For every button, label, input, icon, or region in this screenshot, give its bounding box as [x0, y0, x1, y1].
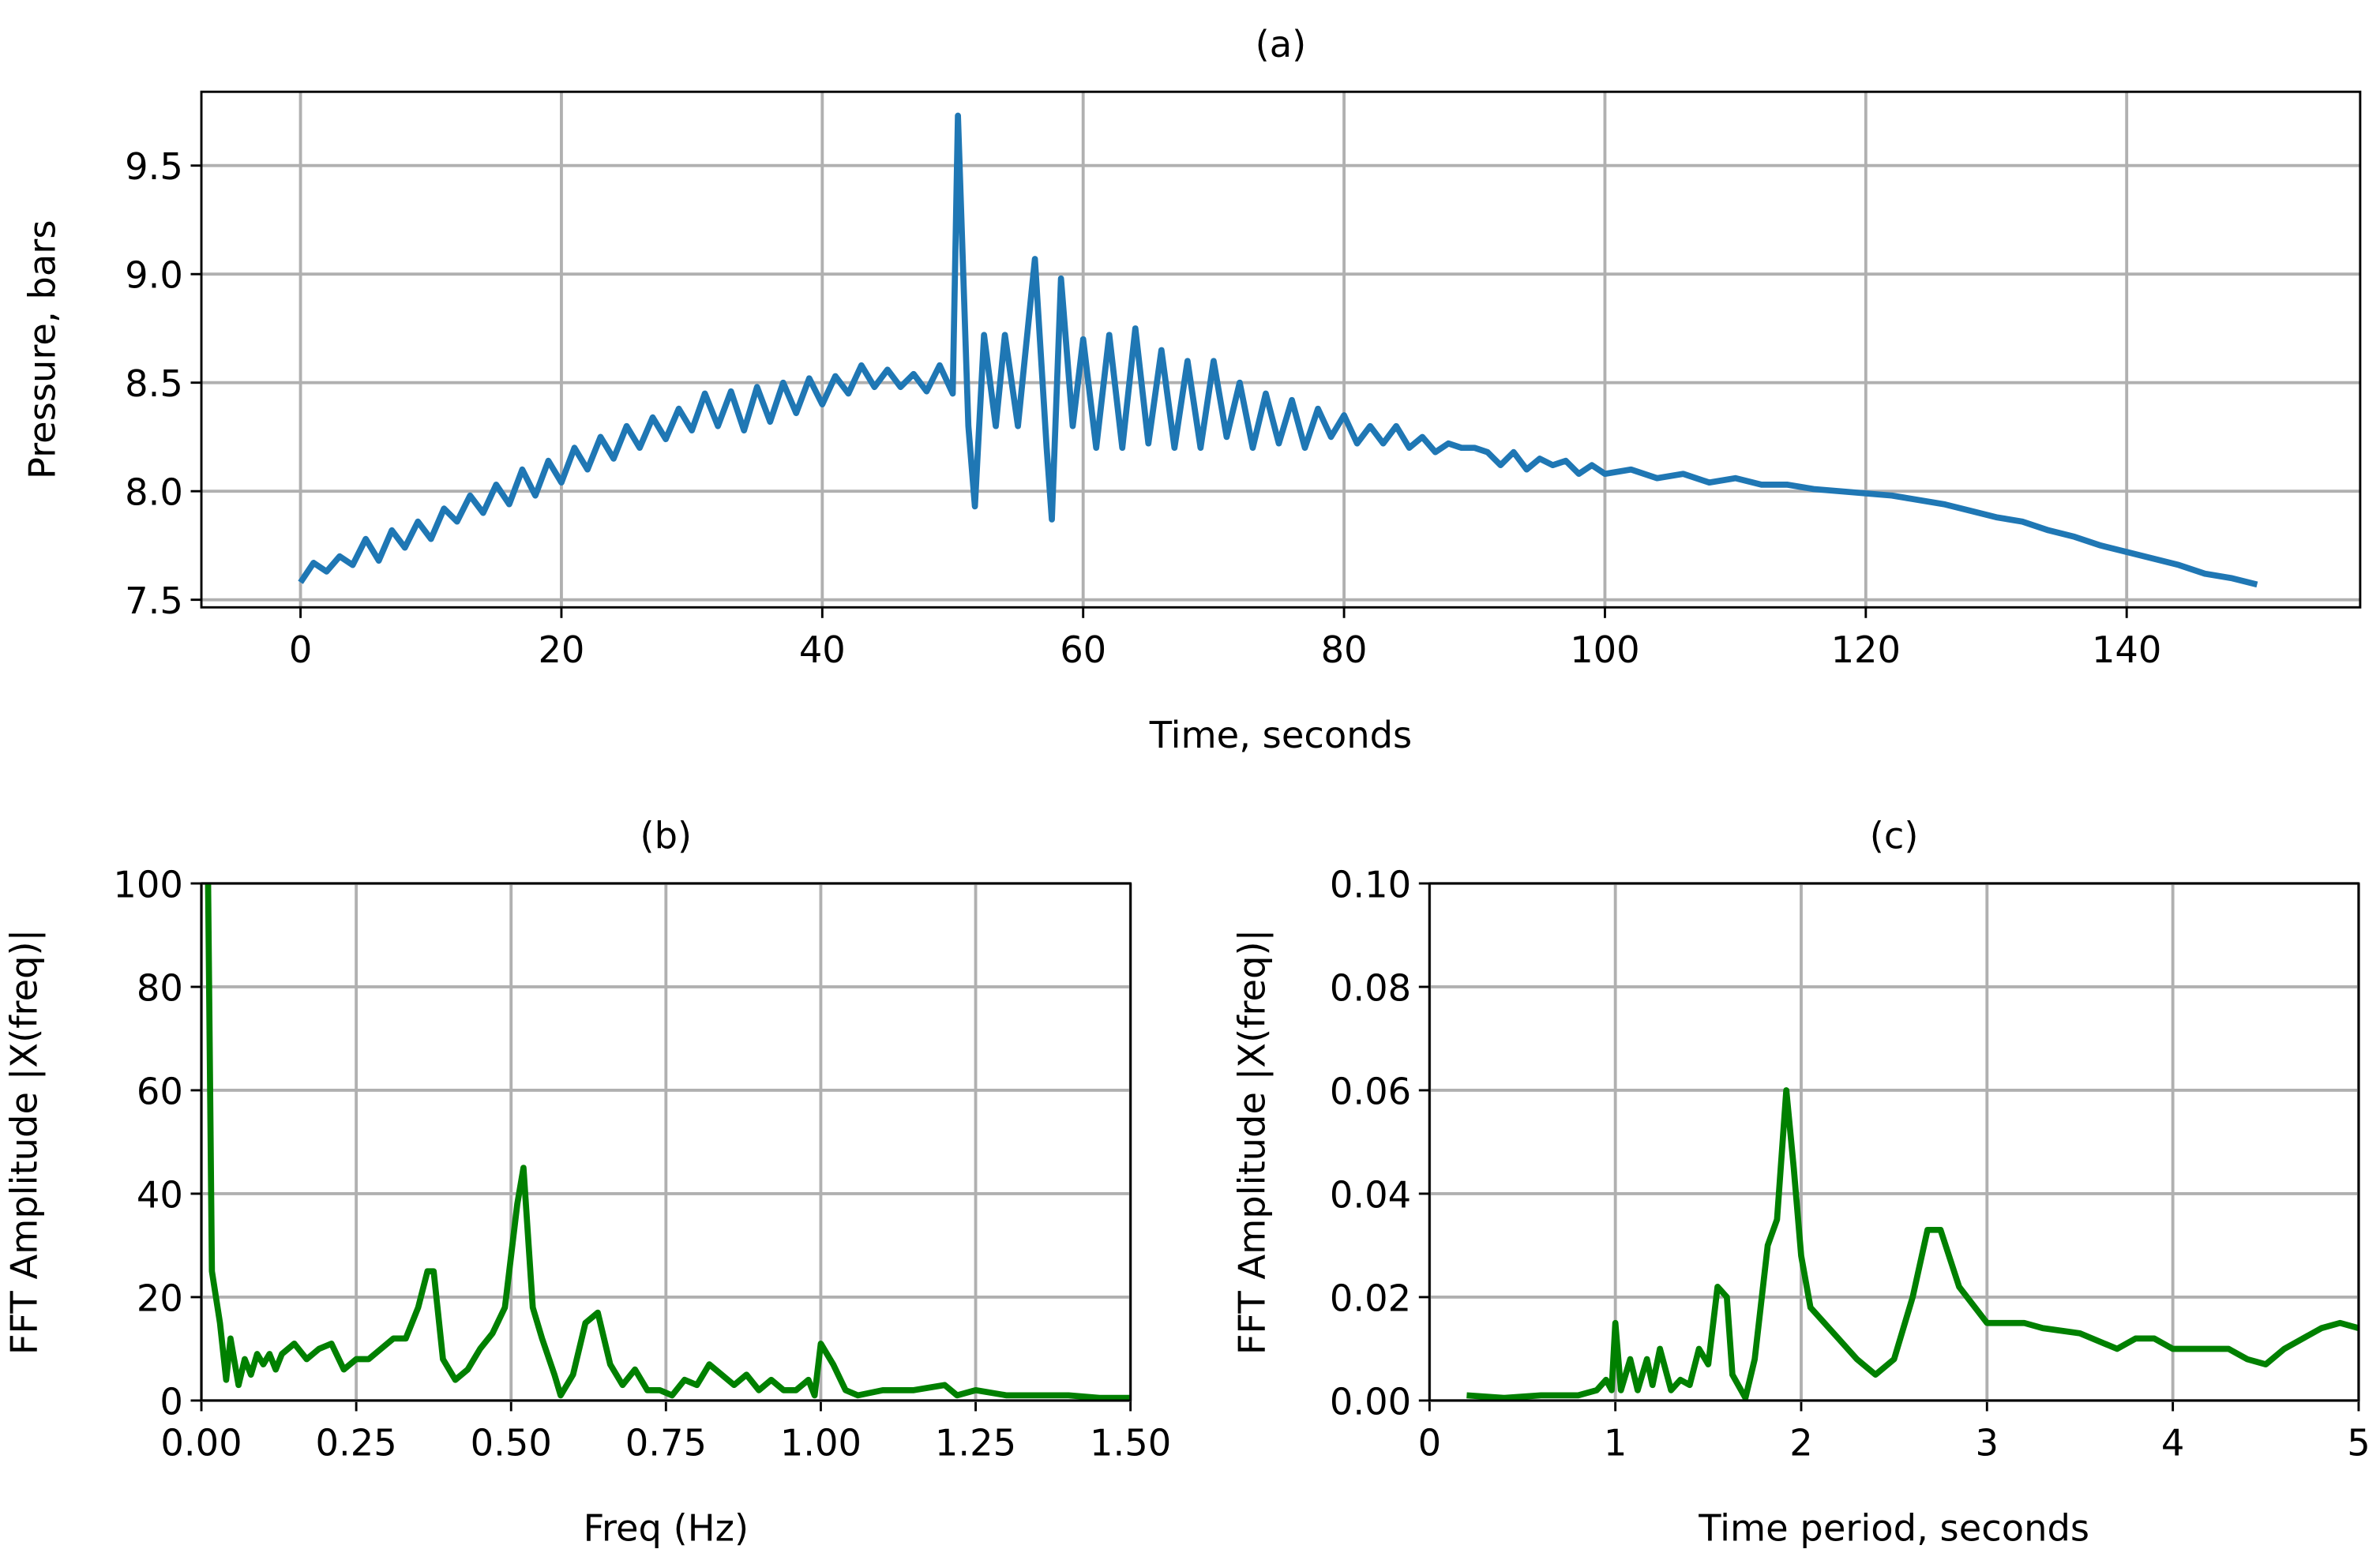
y-tick-label: 0.10: [1330, 863, 1411, 906]
y-tick-label: 0.06: [1330, 1070, 1411, 1112]
subplot: 0.00 0.25 0.50 0.75 1.00 1.25 1.50 0 20 40 60 80 100…: [2, 815, 1171, 1550]
y-tick-label: 100: [113, 863, 183, 906]
x-tick-label: 140: [2092, 628, 2162, 671]
y-axis-label: Pressure, bars: [21, 220, 64, 479]
x-tick-label: 0.50: [471, 1422, 552, 1465]
x-tick-label: 120: [1831, 628, 1901, 671]
y-tick-label: 7.5: [125, 579, 183, 622]
data-line: [298, 112, 2258, 588]
x-axis-label: Time, seconds: [1149, 714, 1412, 756]
data-line: [1466, 1087, 2359, 1401]
x-tick-label: 1.25: [935, 1422, 1016, 1465]
y-tick-label: 8.5: [125, 362, 183, 405]
x-tick-label: 20: [538, 628, 584, 671]
data-line: [205, 883, 1131, 1401]
x-tick-label: 1.50: [1090, 1422, 1171, 1465]
x-axis-label: Freq (Hz): [584, 1507, 749, 1550]
x-tick-label: 60: [1060, 628, 1106, 671]
y-tick-label: 9.0: [125, 254, 183, 297]
plot-frame: [200, 882, 1132, 1402]
x-tick-label: 2: [1789, 1422, 1813, 1465]
x-tick-label: 1.00: [780, 1422, 862, 1465]
y-tick-label: 80: [137, 966, 183, 1009]
x-tick-label: 80: [1321, 628, 1368, 671]
x-tick-label: 0: [1418, 1422, 1442, 1465]
x-tick-label: 1: [1604, 1422, 1627, 1465]
y-tick-label: 0.04: [1330, 1173, 1411, 1216]
subplot-title: (a): [1256, 23, 1307, 66]
x-tick-label: 40: [799, 628, 846, 671]
y-tick-label: 0.08: [1330, 966, 1411, 1009]
x-tick-label: 3: [1976, 1422, 1999, 1465]
y-tick-label: 20: [137, 1277, 183, 1319]
y-tick-label: 0: [160, 1380, 183, 1423]
x-tick-label: 0.00: [160, 1422, 242, 1465]
subplot: 0 1 2 3 4 5 0.00 0.02 0.04 0.06 0.08 0.10 (c) Time pe…: [1231, 815, 2371, 1550]
x-tick-label: 5: [2347, 1422, 2371, 1465]
x-tick-label: 4: [2161, 1422, 2185, 1465]
subplot-title: (b): [640, 815, 693, 857]
x-tick-label: 0.75: [625, 1422, 707, 1465]
y-tick-label: 8.0: [125, 471, 183, 514]
plot-frame: [200, 90, 2362, 609]
y-tick-label: 0.02: [1330, 1277, 1411, 1319]
subplot: 0 20 40 60 80 100 120 140 7.5 8.0 8.5 9.0 9.5 (a) Time…: [21, 23, 2362, 756]
y-tick-label: 40: [137, 1173, 183, 1216]
plot-frame: [1428, 882, 2360, 1402]
y-axis-label: FFT Amplitude |X(freq)|: [1231, 929, 1274, 1355]
y-tick-label: 60: [137, 1070, 183, 1112]
subplot-title: (c): [1870, 815, 1919, 857]
x-axis-label: Time period, seconds: [1698, 1507, 2089, 1550]
y-tick-label: 9.5: [125, 145, 183, 188]
x-tick-label: 0.25: [316, 1422, 397, 1465]
y-axis-label: FFT Amplitude |X(freq)|: [2, 929, 46, 1355]
x-tick-label: 100: [1570, 628, 1640, 671]
x-tick-label: 0: [289, 628, 313, 671]
y-tick-label: 0.00: [1330, 1380, 1411, 1423]
